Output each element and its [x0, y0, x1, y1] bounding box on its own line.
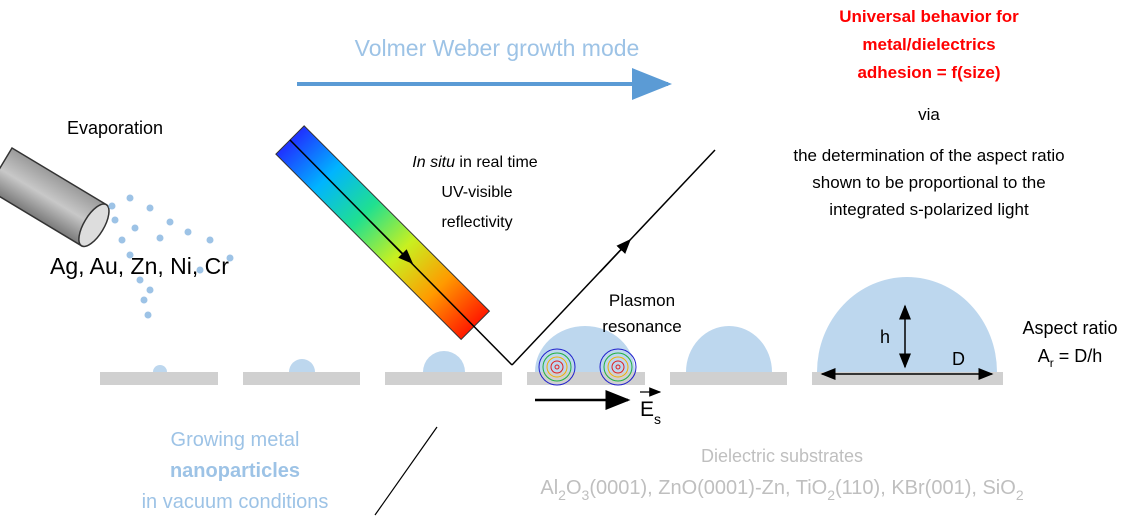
- metals: Ag, Au, Zn, Ni, Cr: [50, 253, 229, 279]
- probe: UV-visible: [441, 184, 512, 201]
- substrates-list: Al2O3(0001), ZnO(0001)-Zn, TiO2(110), KB…: [540, 477, 1023, 503]
- symbol: A: [1038, 346, 1050, 366]
- probe-text: in real time: [455, 154, 538, 171]
- growth: nanoparticles: [170, 460, 300, 482]
- substrate-text: (110), KBr(001), SiO: [835, 477, 1016, 499]
- divider: [374, 426, 438, 516]
- title: Volmer Weber growth mode: [355, 35, 640, 61]
- subscript: 3: [582, 487, 590, 503]
- d-label: D: [952, 349, 965, 369]
- field-symbol: E: [640, 398, 654, 421]
- substrates-title: Dielectric substrates: [701, 446, 863, 466]
- via: via: [918, 105, 940, 124]
- conclusion: Universal behavior for: [839, 7, 1019, 26]
- ray-arrow: [599, 238, 632, 273]
- substrate-text: O: [566, 477, 582, 499]
- detail: shown to be proportional to the: [812, 173, 1045, 192]
- plasmon: Plasmon: [609, 291, 675, 310]
- field-sub: s: [654, 411, 661, 427]
- detail: integrated s-polarized light: [829, 200, 1029, 219]
- growth: in vacuum conditions: [142, 491, 329, 513]
- plasmon-rings: [538, 348, 637, 386]
- layout: [0, 68, 1003, 516]
- subscript: 2: [1016, 487, 1024, 503]
- symbol-sub: r: [1050, 356, 1054, 370]
- substrate-text: (0001), ZnO(0001)-Zn, TiO: [589, 477, 827, 499]
- conclusion: metal/dielectrics: [862, 35, 995, 54]
- subscript: 2: [558, 487, 566, 503]
- growth: Growing metal: [171, 429, 300, 451]
- field: Es: [640, 398, 661, 427]
- detail: the determination of the aspect ratio: [793, 146, 1064, 165]
- ray-arrow: [369, 220, 414, 265]
- particles: [153, 277, 997, 372]
- formula: = D/h: [1054, 346, 1103, 366]
- aspect-formula: Ar = D/h: [1038, 346, 1103, 370]
- h-label: h: [880, 327, 890, 347]
- plasmon: resonance: [602, 317, 681, 336]
- aspect-title: Aspect ratio: [1022, 318, 1117, 338]
- evaporator: [0, 146, 110, 248]
- subscript: 2: [827, 487, 835, 503]
- source-label: Evaporation: [67, 118, 163, 138]
- probe: reflectivity: [441, 214, 512, 231]
- probe-italic: In situ: [412, 154, 455, 171]
- probe: In situ in real time: [412, 154, 537, 171]
- substrate-text: Al: [540, 477, 558, 499]
- conclusion: adhesion = f(size): [857, 63, 1000, 82]
- vapor-dots: [108, 194, 234, 319]
